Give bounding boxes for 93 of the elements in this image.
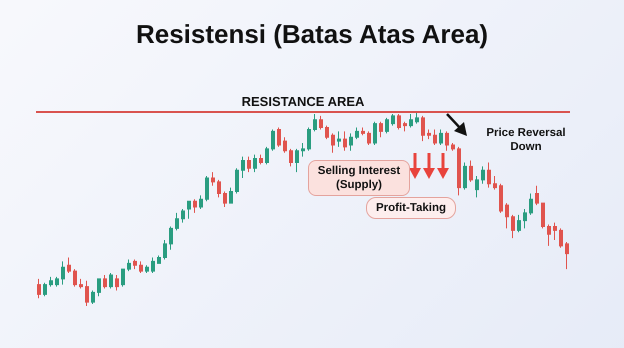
candlestick (163, 240, 167, 260)
candlestick (565, 241, 569, 270)
candlestick (343, 130, 347, 152)
candlestick (55, 276, 59, 288)
candlestick (481, 166, 485, 184)
candlestick (415, 112, 419, 124)
candlestick (283, 136, 287, 154)
candlestick (451, 142, 455, 152)
candlestick (325, 125, 329, 140)
candlestick (511, 214, 515, 239)
annotation: Selling Interest (Supply) (308, 160, 410, 196)
candlestick (109, 272, 113, 290)
candlestick (229, 187, 233, 204)
candlestick (529, 192, 533, 216)
candlestick (307, 127, 311, 152)
candlestick (271, 128, 275, 152)
candlestick (457, 146, 461, 196)
candlestick (199, 194, 203, 210)
candlestick (517, 214, 521, 233)
candlestick (73, 268, 77, 288)
candlestick (469, 160, 473, 182)
candlestick (37, 278, 41, 299)
candlestick (133, 258, 137, 270)
candlestick (523, 208, 527, 229)
candlestick (157, 255, 161, 264)
candlestick (379, 121, 383, 138)
candlestick (103, 274, 107, 290)
candlestick (391, 113, 395, 126)
candlestick (301, 142, 305, 158)
candlestick (337, 130, 341, 148)
candlestick (247, 156, 251, 173)
candlestick (91, 290, 95, 305)
candlestick (127, 258, 131, 272)
candlestick (259, 154, 263, 165)
candlestick (289, 148, 293, 167)
candlestick (313, 113, 317, 132)
candlestick (361, 127, 365, 136)
candlestick (547, 224, 551, 246)
candlestick (439, 128, 443, 146)
candlestick (433, 128, 437, 146)
ref-line-label: RESISTANCE AREA (242, 94, 365, 109)
candlestick (487, 162, 491, 188)
candlestick (139, 260, 143, 274)
candlestick (187, 200, 191, 220)
candlestick (541, 202, 545, 229)
candlestick (145, 264, 149, 274)
candlestick (181, 208, 185, 224)
candlestick (319, 115, 323, 130)
candlestick (79, 278, 83, 290)
candlestick (403, 121, 407, 132)
candlestick (277, 127, 281, 148)
candlestick (217, 179, 221, 198)
candlestick (61, 260, 65, 286)
candlestick (355, 127, 359, 140)
candlestick (493, 176, 497, 190)
candlestick (43, 282, 47, 297)
candlestick (211, 172, 215, 186)
candlestick (85, 280, 89, 306)
candlestick (253, 154, 257, 173)
candlestick (121, 268, 125, 288)
candlestick (505, 202, 509, 229)
candlestick (115, 274, 119, 291)
candlestick (421, 115, 425, 142)
candlestick (475, 176, 479, 198)
candlestick (235, 168, 239, 194)
candlestick (193, 198, 197, 214)
candlestick (445, 130, 449, 152)
candlestick (97, 278, 101, 297)
candlestick (49, 276, 53, 288)
candlestick (559, 228, 563, 248)
annotation: Price Reversal Down (485, 126, 567, 154)
annotation: Profit-Taking (366, 197, 456, 219)
candlestick (295, 148, 299, 173)
candlestick (331, 132, 335, 154)
candlestick (205, 176, 209, 202)
candlestick (241, 156, 245, 178)
candlestick (265, 146, 269, 165)
candlestick (535, 185, 539, 206)
candlestick (151, 257, 155, 274)
candlestick (463, 162, 467, 190)
candlestick (427, 128, 431, 140)
candlestick (175, 212, 179, 231)
candlestick (169, 226, 173, 250)
candlestick (409, 113, 413, 128)
candlestick (373, 121, 377, 146)
chart-title: Resistensi (Batas Atas Area) (136, 19, 488, 49)
candlestick (223, 191, 227, 208)
candlestick (67, 257, 71, 274)
candlestick (553, 222, 557, 241)
candlestick (385, 117, 389, 134)
candlestick (367, 130, 371, 146)
candlestick (349, 132, 353, 152)
candlestick (499, 183, 503, 214)
